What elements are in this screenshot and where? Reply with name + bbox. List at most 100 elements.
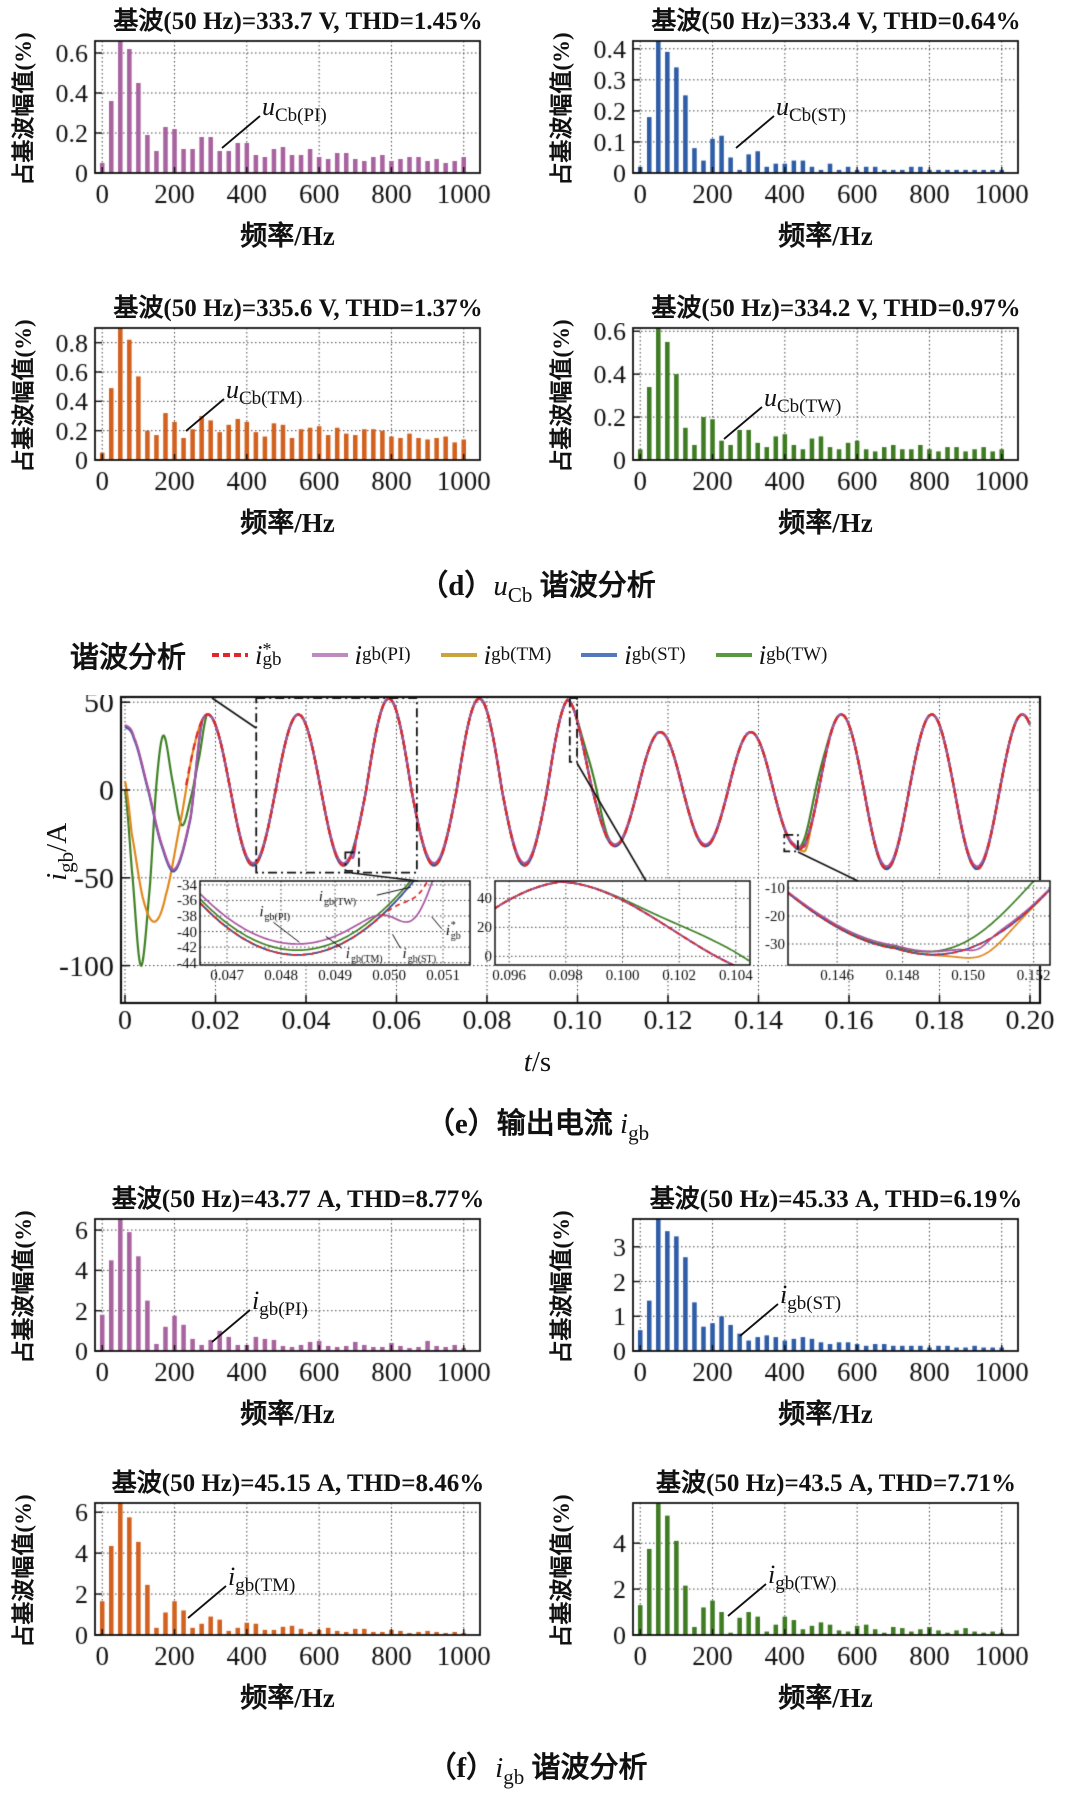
chart-igb-st: 占基波幅值(%) 基波(50 Hz)=45.33 A, THD=6.19% ig… [538,1178,1075,1460]
annotation-sub: gb(TM) [235,1575,296,1597]
caption-f: （f）igb 谐波分析 [0,1744,1075,1790]
leader-line [211,1309,251,1343]
legend-item-pi: i gb(PI) [311,639,411,671]
annotation-sub: gb(PI) [259,1299,308,1321]
series-annotation: uCb(TM) [185,375,303,432]
caption-sub: Cb [507,582,533,607]
leader-line [739,1303,779,1337]
waveform-plot: igb/A [0,695,1075,1040]
x-axis-label: 频率/Hz [240,508,335,538]
chart-title: 基波(50 Hz)=333.7 V, THD=1.45% [113,8,483,35]
caption-suffix: 谐波分析 [524,1752,648,1784]
leader-line [185,398,225,432]
caption-var: i [620,1108,629,1140]
legend-sub: gb(PI) [362,644,411,665]
y-label-sub: gb [53,851,78,873]
x-axis-label: 频率/Hz [778,221,873,251]
series-annotation: igb(TW) [727,1560,837,1617]
x-axis-label: 频率/Hz [240,1683,335,1713]
chart-title: 基波(50 Hz)=335.6 V, THD=1.37% [113,295,483,322]
bar-chart-canvas [0,1214,537,1394]
legend-item-tw: i gb(TW) [715,639,828,671]
chart-igb-tm: 占基波幅值(%) 基波(50 Hz)=45.15 A, THD=8.46% ig… [0,1462,537,1744]
caption-suffix: 谐波分析 [532,570,656,602]
leader-line [723,406,763,440]
bar-chart-canvas [0,36,537,216]
leader-line [727,1583,767,1617]
y-label-unit: /A [41,822,74,852]
caption-prefix: （d） [419,570,494,602]
bar-chart-canvas [538,36,1075,216]
annotation-sub: gb(TW) [775,1573,837,1595]
legend-sub: gb(ST) [631,644,686,665]
chart-title: 基波(50 Hz)=334.2 V, THD=0.97% [651,295,1021,322]
legend-var: i [255,639,263,670]
series-annotation: igb(TM) [187,1562,296,1619]
series-annotation: igb(PI) [211,1286,308,1343]
annotation-var: u [226,375,239,404]
legend-sub: gb [262,648,282,670]
annotation-sub: Cb(TM) [239,388,303,410]
annotation-var: u [776,92,789,121]
bar-chart-canvas [538,1214,1075,1394]
series-annotation: uCb(TW) [723,383,842,440]
legend-var: i [624,639,632,670]
chart-title: 基波(50 Hz)=45.33 A, THD=6.19% [649,1186,1023,1213]
chart-title: 基波(50 Hz)=45.15 A, THD=8.46% [111,1470,485,1497]
x-label-unit: /s [531,1046,552,1078]
legend-var: i [758,639,767,670]
chart-title: 基波(50 Hz)=333.4 V, THD=0.64% [651,8,1021,35]
leader-line [187,1585,227,1619]
annotation-sub: Cb(TW) [777,396,842,418]
x-axis-label: 频率/Hz [778,508,873,538]
chart-title: 基波(50 Hz)=43.5 A, THD=7.71% [656,1470,1016,1497]
legend-var: i [354,639,363,670]
caption-d: （d）uCb 谐波分析 [0,562,1075,608]
annotation-sub: Cb(PI) [275,105,327,127]
caption-var: u [493,570,508,602]
line-swatch [581,653,618,657]
chart-igb-tw: 占基波幅值(%) 基波(50 Hz)=43.5 A, THD=7.71% igb… [538,1462,1075,1744]
annotation-sub: gb(ST) [787,1293,842,1315]
x-axis-label: 频率/Hz [778,1399,873,1429]
caption-sub: gb [503,1764,525,1789]
caption-var: i [495,1752,504,1784]
annotation-var: i [252,1286,260,1315]
legend-sup: * [262,638,272,659]
legend-item-st: i gb(ST) [581,639,686,671]
line-swatch [311,653,348,657]
annotation-var: i [228,1562,236,1591]
chart-ucb-tw: 占基波幅值(%) 基波(50 Hz)=334.2 V, THD=0.97% uC… [538,287,1075,569]
legend-item-tm: i gb(TM) [440,639,552,671]
series-annotation: uCb(PI) [221,92,327,149]
legend-sub: gb(TW) [766,644,828,665]
y-label-var: i [41,872,74,881]
annotation-sub: Cb(ST) [789,105,846,127]
chart-ucb-tm: 占基波幅值(%) 基波(50 Hz)=335.6 V, THD=1.37% uC… [0,287,537,569]
legend-var: i [483,639,492,670]
caption-sub: gb [628,1120,650,1145]
legend-item-ref: i * gb [212,640,282,671]
bar-chart-canvas [0,323,537,503]
annotation-var: i [768,1560,776,1589]
chart-igb-pi: 占基波幅值(%) 基波(50 Hz)=43.77 A, THD=8.77% ig… [0,1178,537,1460]
waveform-canvas [0,695,1075,1040]
chart-ucb-pi: 占基波幅值(%) 基波(50 Hz)=333.7 V, THD=1.45% uC… [0,0,537,282]
annotation-var: i [780,1280,788,1309]
caption-prefix: （e）输出电流 [425,1108,621,1140]
x-axis-label: 频率/Hz [240,221,335,251]
caption-e: （e）输出电流 igb [0,1100,1075,1146]
dashed-line-swatch [212,653,249,657]
annotation-var: u [262,92,275,121]
legend-sub: gb(TM) [491,644,552,665]
waveform-y-label: igb/A [41,762,79,942]
legend-title: 谐波分析 [70,642,187,674]
waveform-legend: 谐波分析 i * gb i gb(PI) i gb(TM) i gb(ST) i gb(TW… [0,634,1075,676]
bar-chart-canvas [538,1498,1075,1678]
leader-line [735,115,775,149]
annotation-var: u [764,383,777,412]
caption-prefix: （f） [427,1752,496,1784]
x-label-var: t [523,1046,532,1078]
bar-chart-canvas [538,323,1075,503]
